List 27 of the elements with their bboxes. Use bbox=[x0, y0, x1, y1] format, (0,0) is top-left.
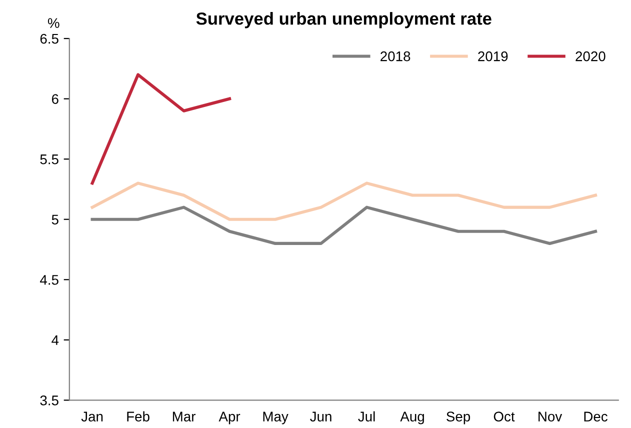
x-tick-label: Sep bbox=[446, 412, 470, 424]
x-tick-label: Dec bbox=[584, 412, 608, 422]
x-tick-label: Apr bbox=[218, 412, 240, 424]
legend-label: 2020 bbox=[576, 51, 606, 62]
y-tick-label: 6.5 bbox=[40, 34, 58, 44]
y-tick-label: 4.5 bbox=[40, 275, 58, 285]
x-tick-label: Oct bbox=[494, 412, 515, 422]
y-tick-label: 4 bbox=[52, 335, 59, 345]
y-tick-label: 5 bbox=[52, 214, 58, 225]
x-tick-label: Jun bbox=[310, 412, 332, 422]
line-series bbox=[90, 206, 598, 245]
line-series bbox=[90, 73, 232, 185]
x-tick-label: Jan bbox=[81, 412, 103, 422]
chart-title: Surveyed urban unemployment rate bbox=[196, 12, 492, 28]
x-tick-label: Feb bbox=[127, 411, 150, 422]
y-tick-label: 3.5 bbox=[40, 396, 58, 406]
y-axis-title: % bbox=[48, 18, 60, 28]
x-tick-label: Jul bbox=[358, 411, 375, 422]
line-series bbox=[90, 182, 598, 221]
x-tick-label: May bbox=[263, 412, 288, 424]
legend-label: 2018 bbox=[380, 51, 410, 62]
legend-label: 2019 bbox=[478, 51, 508, 62]
x-tick-label: Aug bbox=[400, 412, 424, 424]
y-tick-label: 6 bbox=[52, 94, 58, 104]
x-tick-label: Mar bbox=[172, 412, 196, 422]
y-tick-label: 5.5 bbox=[40, 154, 58, 164]
x-tick-label: Nov bbox=[538, 412, 562, 422]
